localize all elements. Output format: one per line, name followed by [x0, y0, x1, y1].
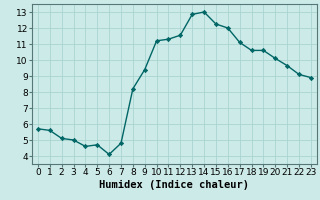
- X-axis label: Humidex (Indice chaleur): Humidex (Indice chaleur): [100, 180, 249, 190]
